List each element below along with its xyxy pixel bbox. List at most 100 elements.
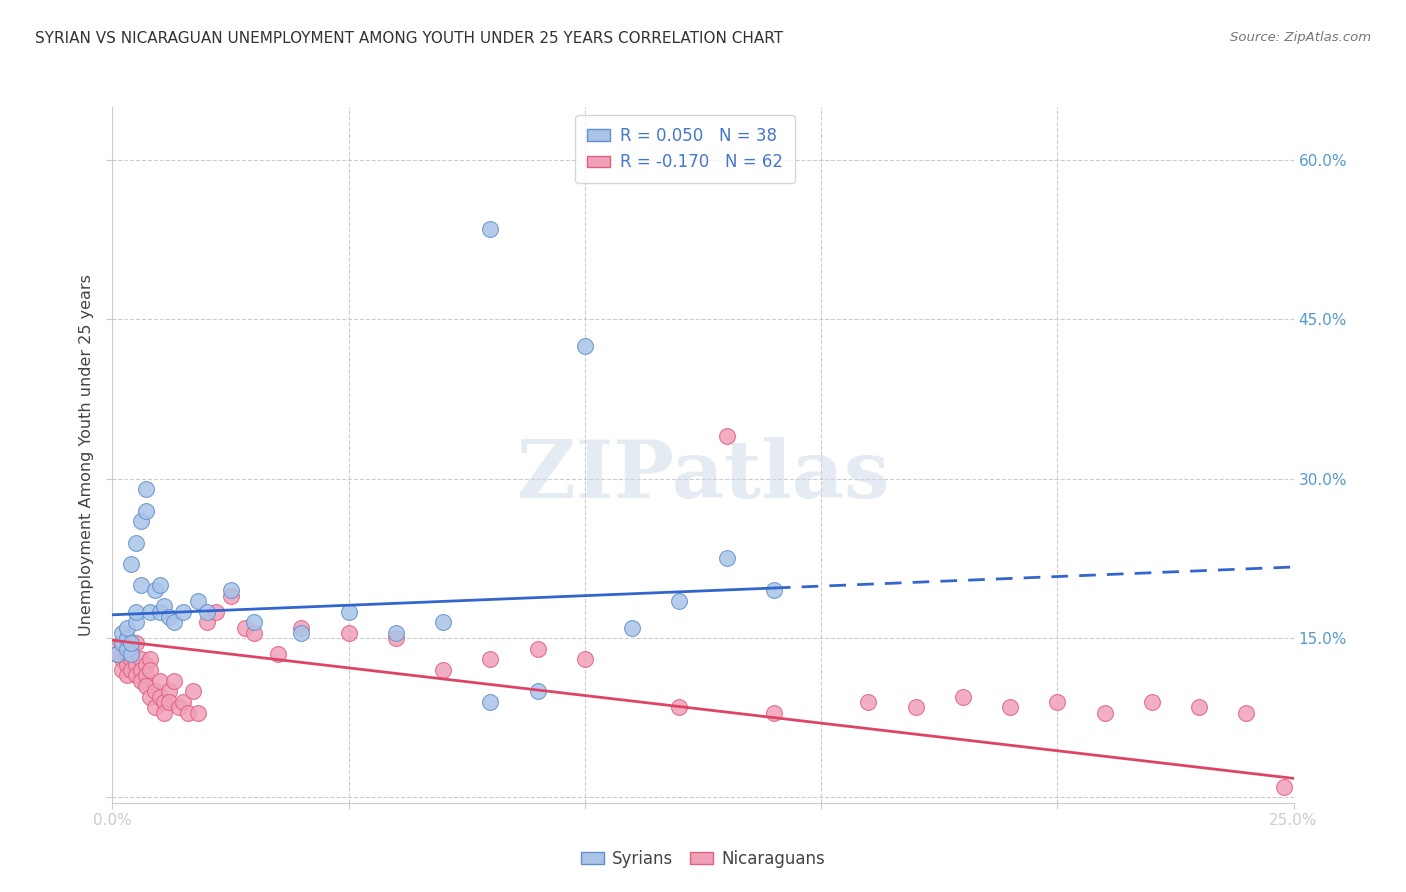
Point [149,673,172,688]
Point [181,684,204,698]
Point [153,706,176,720]
Point [172,605,194,619]
Point [574,652,596,666]
Legend: Syrians, Nicaraguans: Syrians, Nicaraguans [574,843,832,874]
Point [762,583,785,598]
Point [120,636,142,650]
Point [135,657,157,672]
Point [143,700,166,714]
Point [125,657,148,672]
Point [157,684,180,698]
Point [172,695,194,709]
Point [129,514,152,528]
Point [125,636,148,650]
Point [111,663,134,677]
Point [479,652,502,666]
Point [574,339,596,353]
Point [115,641,138,656]
Point [135,668,157,682]
Point [526,684,548,698]
Point [129,673,152,688]
Point [1272,780,1295,794]
Point [115,621,138,635]
Point [135,504,157,518]
Point [115,668,138,682]
Point [243,625,266,640]
Point [1188,700,1211,714]
Point [290,625,312,640]
Point [129,652,152,666]
Point [115,647,138,661]
Point [153,695,176,709]
Point [219,589,242,603]
Point [621,621,644,635]
Point [153,599,176,614]
Text: ZIPatlas: ZIPatlas [517,437,889,515]
Point [904,700,927,714]
Point [479,222,502,236]
Point [115,631,138,645]
Point [139,605,162,619]
Point [1140,695,1163,709]
Point [105,647,128,661]
Point [120,663,142,677]
Point [290,621,312,635]
Point [385,631,408,645]
Point [125,605,148,619]
Point [139,690,162,704]
Point [195,615,218,630]
Point [149,578,172,592]
Point [149,605,172,619]
Point [163,615,186,630]
Point [479,695,502,709]
Point [163,673,186,688]
Point [385,625,408,640]
Point [186,706,208,720]
Point [125,615,148,630]
Point [139,663,162,677]
Point [143,684,166,698]
Point [111,636,134,650]
Point [111,625,134,640]
Text: Source: ZipAtlas.com: Source: ZipAtlas.com [1230,31,1371,45]
Point [716,551,738,566]
Point [205,605,228,619]
Point [111,636,134,650]
Point [195,605,218,619]
Point [135,483,157,497]
Point [1046,695,1069,709]
Point [120,641,142,656]
Y-axis label: Unemployment Among Youth under 25 years: Unemployment Among Youth under 25 years [79,274,94,636]
Text: SYRIAN VS NICARAGUAN UNEMPLOYMENT AMONG YOUTH UNDER 25 YEARS CORRELATION CHART: SYRIAN VS NICARAGUAN UNEMPLOYMENT AMONG … [35,31,783,46]
Point [337,625,360,640]
Point [120,647,142,661]
Point [858,695,880,709]
Point [177,706,200,720]
Point [267,647,290,661]
Point [186,594,208,608]
Point [105,641,128,656]
Point [135,679,157,693]
Point [149,690,172,704]
Point [157,610,180,624]
Point [120,652,142,666]
Point [219,583,242,598]
Point [762,706,785,720]
Point [143,583,166,598]
Point [157,695,180,709]
Point [668,700,690,714]
Point [716,429,738,443]
Point [432,663,454,677]
Point [526,641,548,656]
Point [125,668,148,682]
Point [129,578,152,592]
Point [952,690,974,704]
Point [1094,706,1116,720]
Point [111,652,134,666]
Point [105,647,128,661]
Point [115,657,138,672]
Point [167,700,190,714]
Point [125,535,148,549]
Point [129,663,152,677]
Point [120,557,142,571]
